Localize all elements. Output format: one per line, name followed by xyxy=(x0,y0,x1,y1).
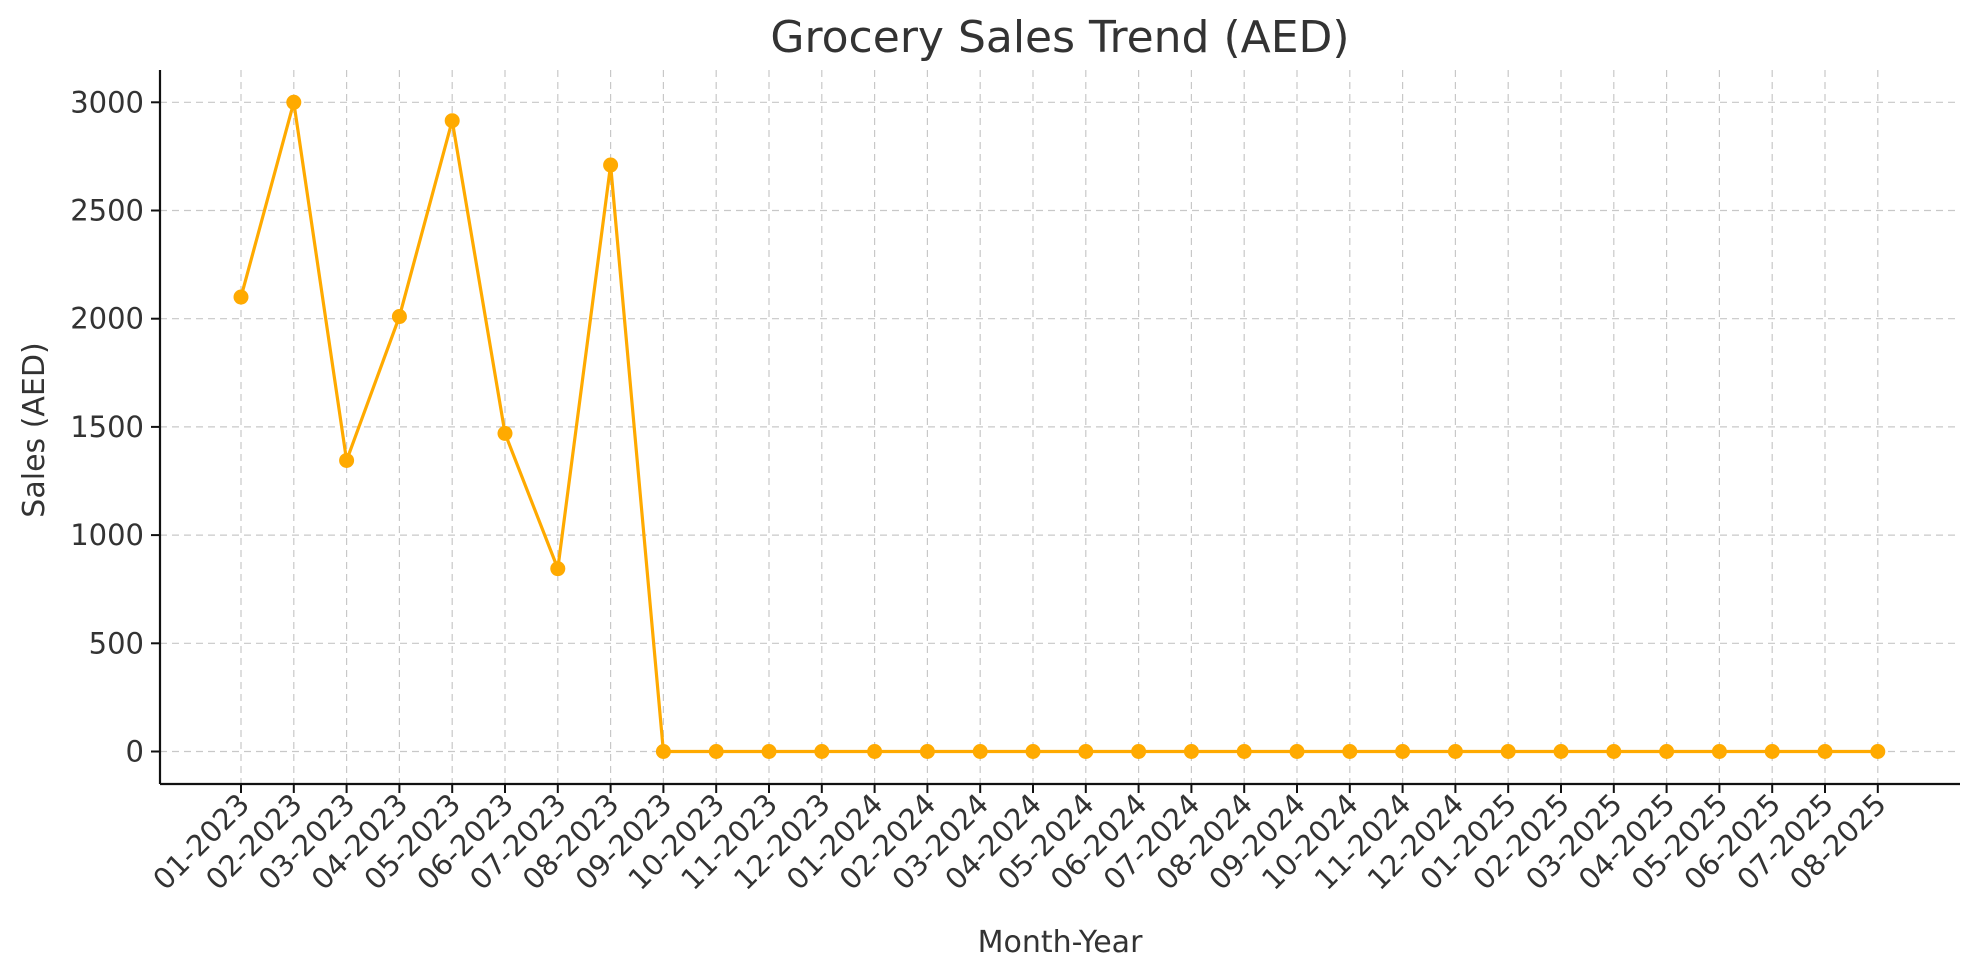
data-point xyxy=(391,309,407,325)
axes xyxy=(151,70,1960,793)
data-point xyxy=(1870,744,1886,759)
data-point xyxy=(233,289,249,305)
data-point xyxy=(1606,744,1622,759)
data-point xyxy=(814,744,830,759)
y-tick-label: 2500 xyxy=(70,194,144,228)
data-point xyxy=(972,744,988,759)
y-tick-label: 2000 xyxy=(70,302,144,336)
data-point xyxy=(1183,744,1199,759)
data-point xyxy=(1395,744,1411,759)
y-tick-label: 1000 xyxy=(70,518,144,552)
data-point xyxy=(339,452,355,468)
y-tick-label: 0 xyxy=(126,735,144,769)
data-point xyxy=(1817,744,1833,759)
data-point xyxy=(867,744,883,759)
data-point xyxy=(1236,744,1252,759)
data-point xyxy=(761,744,777,759)
data-point xyxy=(1025,744,1041,759)
y-tick-label: 3000 xyxy=(70,85,144,119)
data-series xyxy=(233,94,1886,759)
data-point xyxy=(550,561,566,577)
data-point xyxy=(1447,744,1463,759)
data-point xyxy=(286,94,302,110)
grid-lines xyxy=(160,70,1960,784)
data-point xyxy=(1711,744,1727,759)
tick-labels: 01-202302-202303-202304-202305-202306-20… xyxy=(70,85,1893,896)
data-point xyxy=(497,425,513,441)
data-point xyxy=(1131,744,1147,759)
data-point xyxy=(1500,744,1516,759)
series-line xyxy=(239,100,1878,754)
data-point xyxy=(1553,744,1569,759)
data-point xyxy=(919,744,935,759)
x-axis-label: Month-Year xyxy=(978,925,1143,960)
data-point xyxy=(1342,744,1358,759)
data-point xyxy=(1289,744,1305,759)
y-tick-label: 500 xyxy=(89,626,144,660)
y-axis-label: Sales (AED) xyxy=(17,342,52,517)
data-point xyxy=(655,744,671,759)
chart-title: Grocery Sales Trend (AED) xyxy=(770,12,1349,63)
data-point xyxy=(444,113,460,129)
data-point xyxy=(1764,744,1780,759)
data-point xyxy=(603,157,619,173)
data-point xyxy=(1078,744,1094,759)
y-tick-label: 1500 xyxy=(70,410,144,444)
data-point xyxy=(708,744,724,759)
data-point xyxy=(1659,744,1675,759)
